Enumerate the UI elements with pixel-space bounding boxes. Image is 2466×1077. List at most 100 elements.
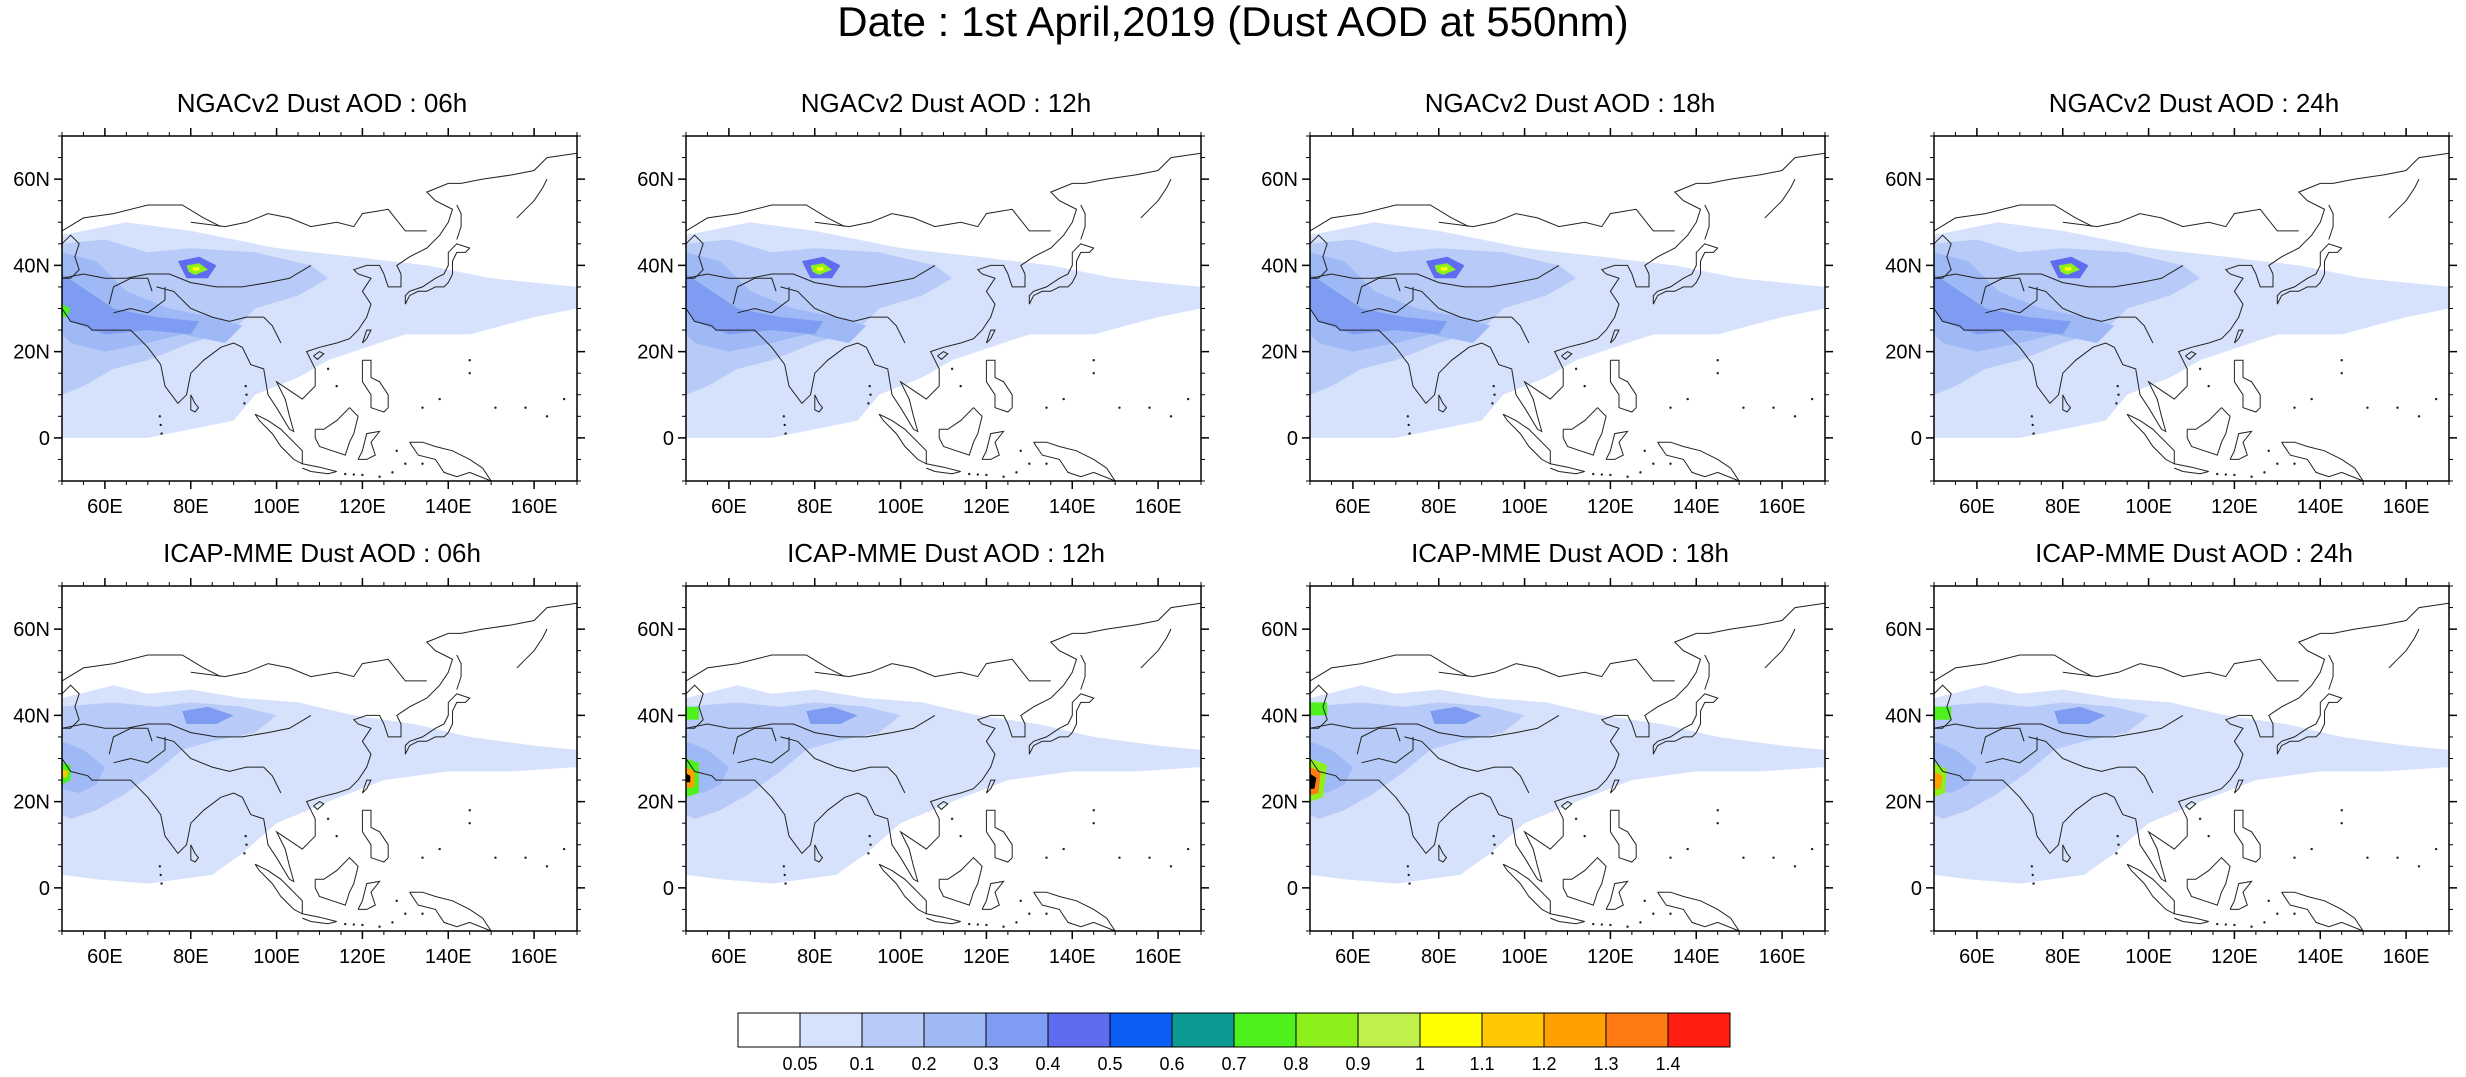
coastline	[1934, 602, 2449, 883]
colorbar-label: 0.7	[1221, 1054, 1246, 1072]
lon-tick-label: 100E	[253, 946, 300, 968]
island	[2417, 865, 2421, 868]
island	[1652, 912, 1655, 915]
island	[1626, 925, 1629, 928]
island	[2263, 471, 2266, 474]
island	[2340, 359, 2343, 362]
island	[2115, 852, 2118, 855]
panel-title: NGACv2 Dust AOD : 12h	[800, 88, 1092, 118]
coastline	[108, 727, 153, 755]
island	[2366, 406, 2369, 409]
coastline	[1310, 714, 1560, 738]
island	[1045, 912, 1048, 915]
colorbar-label: 1	[1415, 1054, 1425, 1072]
coastline	[1310, 602, 1825, 883]
island	[2216, 922, 2219, 926]
coastline	[456, 654, 462, 690]
lat-tick-label: 20N	[1261, 342, 1298, 364]
island	[352, 923, 356, 926]
panel-title: NGACv2 Dust AOD : 18h	[1424, 88, 1716, 118]
island	[344, 922, 347, 926]
island	[782, 415, 786, 418]
dust-aod-region	[686, 706, 699, 720]
coastline	[1438, 394, 1448, 413]
island	[335, 384, 338, 388]
coastline	[938, 856, 983, 906]
lat-tick-label: 20N	[1261, 792, 1298, 814]
lat-tick-label: 20N	[637, 342, 674, 364]
lat-tick-label: 60N	[13, 619, 50, 641]
island	[1772, 856, 1775, 859]
colorbar-box	[1171, 1012, 1235, 1048]
lon-tick-label: 100E	[2125, 496, 2172, 518]
coastline	[1652, 243, 1719, 305]
island	[959, 834, 962, 838]
island	[1019, 449, 1022, 453]
lat-tick-label: 40N	[13, 255, 50, 277]
lon-tick-label: 60E	[87, 496, 123, 518]
island	[404, 912, 407, 915]
island	[2030, 415, 2034, 418]
island	[468, 809, 471, 812]
coastline	[1550, 463, 1585, 475]
coastline	[1934, 684, 1952, 729]
island	[1742, 406, 1745, 409]
lon-tick-label: 120E	[963, 496, 1010, 518]
dust-aod-region	[686, 773, 691, 783]
lat-tick-label: 60N	[637, 619, 674, 641]
coastline	[314, 856, 359, 906]
lon-tick-label: 120E	[339, 496, 386, 518]
colorbar-label: 0.3	[973, 1054, 998, 1072]
coastline	[1764, 628, 1796, 669]
colorbar-label: 1.3	[1593, 1054, 1618, 1072]
island	[1609, 473, 1612, 477]
island	[1408, 882, 1411, 885]
island	[1793, 865, 1797, 868]
coastline	[2186, 856, 2231, 906]
coastline	[1028, 693, 1095, 755]
island	[1491, 852, 1494, 855]
coastline	[1934, 152, 2449, 433]
coastline	[190, 658, 427, 682]
dust-aod-region	[62, 304, 71, 318]
coastline	[404, 693, 471, 755]
coastline	[985, 359, 1013, 413]
coastline	[686, 204, 846, 232]
figure-title: Date : 1st April,2019 (Dust AOD at 550nm…	[837, 0, 1629, 45]
coastline	[780, 736, 906, 794]
island	[985, 923, 988, 927]
coastline	[2328, 204, 2334, 240]
island	[1015, 921, 1018, 924]
coastline	[2186, 406, 2231, 456]
coastline	[2233, 329, 2244, 344]
lat-tick-label: 20N	[13, 342, 50, 364]
island	[1062, 397, 1065, 401]
lon-tick-label: 120E	[1587, 496, 1634, 518]
coastline	[302, 463, 337, 475]
map-panel: NGACv2 Dust AOD : 24h 60N 40N 20N 0 60E 80E 100…	[1872, 88, 2457, 518]
coastline	[1438, 208, 1675, 232]
island	[243, 402, 246, 405]
coastline	[62, 234, 80, 279]
coastline	[985, 329, 996, 344]
colorbar-box	[1543, 1012, 1607, 1048]
colorbar-box	[1233, 1012, 1297, 1048]
island	[2293, 912, 2296, 915]
coastline	[1609, 809, 1637, 863]
colorbar-box	[1047, 1012, 1111, 1048]
coastline	[926, 463, 961, 475]
island	[1186, 847, 1190, 851]
island	[2340, 809, 2343, 812]
coastline	[1934, 654, 2094, 682]
island	[1583, 834, 1586, 838]
coastline	[2388, 178, 2420, 219]
island	[494, 856, 497, 859]
coastline	[1356, 727, 1401, 755]
map-panel: ICAP-MME Dust AOD : 18h 60N 40N 20N 0 60E 80E 1…	[1248, 538, 1833, 968]
dust-aod-region	[182, 706, 234, 724]
lon-tick-label: 80E	[1421, 496, 1457, 518]
coastline	[2281, 891, 2364, 931]
lat-tick-label: 0	[1911, 878, 1922, 900]
island	[2396, 856, 2399, 859]
lat-tick-label: 60N	[1885, 169, 1922, 191]
